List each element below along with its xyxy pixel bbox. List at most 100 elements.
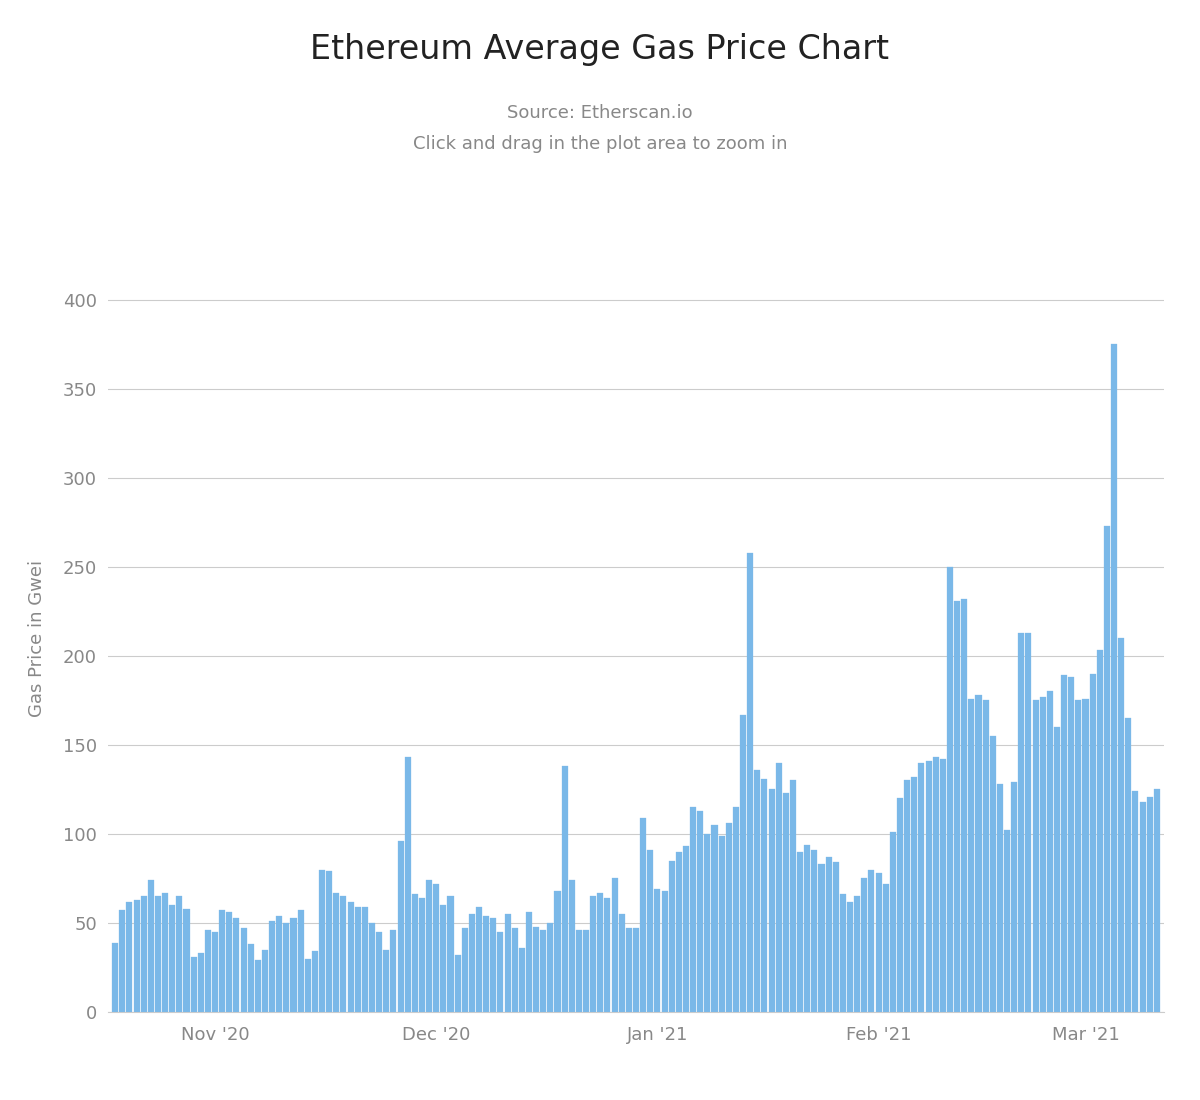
Bar — [690, 807, 696, 1012]
Bar — [227, 912, 233, 1012]
Bar — [840, 894, 846, 1012]
Bar — [755, 770, 761, 1012]
Bar — [1082, 698, 1088, 1012]
Bar — [1019, 632, 1025, 1012]
Bar — [598, 893, 604, 1012]
Bar — [1147, 796, 1153, 1012]
Bar — [876, 873, 882, 1012]
Bar — [968, 698, 974, 1012]
Bar — [632, 928, 640, 1012]
Bar — [762, 779, 768, 1012]
Bar — [511, 928, 517, 1012]
Bar — [518, 948, 524, 1012]
Bar — [1075, 701, 1081, 1012]
Bar — [283, 923, 289, 1012]
Bar — [1061, 675, 1067, 1012]
Bar — [126, 902, 132, 1012]
Bar — [176, 896, 182, 1012]
Bar — [269, 921, 275, 1012]
Y-axis label: Gas Price in Gwei: Gas Price in Gwei — [28, 560, 46, 716]
Bar — [940, 759, 946, 1012]
Bar — [1090, 673, 1096, 1012]
Bar — [932, 757, 938, 1012]
Bar — [554, 891, 560, 1012]
Bar — [911, 777, 917, 1012]
Bar — [1004, 830, 1010, 1012]
Bar — [1133, 791, 1139, 1012]
Bar — [654, 889, 660, 1012]
Bar — [612, 879, 618, 1012]
Text: Source: Etherscan.io: Source: Etherscan.io — [508, 104, 692, 122]
Bar — [640, 818, 646, 1012]
Bar — [1104, 526, 1110, 1012]
Bar — [1046, 692, 1052, 1012]
Bar — [276, 916, 282, 1012]
Bar — [990, 736, 996, 1012]
Bar — [818, 865, 824, 1012]
Bar — [790, 781, 796, 1012]
Bar — [326, 871, 332, 1012]
Bar — [918, 762, 924, 1012]
Bar — [341, 896, 347, 1012]
Bar — [148, 880, 154, 1012]
Text: Ethereum Average Gas Price Chart: Ethereum Average Gas Price Chart — [311, 33, 889, 66]
Bar — [775, 762, 781, 1012]
Bar — [348, 902, 354, 1012]
Bar — [804, 845, 810, 1012]
Bar — [404, 757, 410, 1012]
Bar — [169, 905, 175, 1012]
Bar — [583, 931, 589, 1012]
Bar — [412, 894, 418, 1012]
Bar — [782, 793, 788, 1012]
Bar — [1032, 701, 1038, 1012]
Bar — [205, 931, 211, 1012]
Bar — [1111, 344, 1117, 1012]
Bar — [647, 850, 653, 1012]
Bar — [590, 896, 596, 1012]
Bar — [426, 880, 432, 1012]
Bar — [220, 911, 226, 1012]
Bar — [484, 916, 490, 1012]
Bar — [826, 857, 832, 1012]
Bar — [862, 879, 868, 1012]
Bar — [954, 601, 960, 1012]
Bar — [1118, 638, 1124, 1012]
Bar — [1097, 650, 1103, 1012]
Bar — [498, 932, 504, 1012]
Bar — [683, 846, 689, 1012]
Bar — [290, 917, 296, 1012]
Bar — [668, 860, 674, 1012]
Bar — [833, 862, 839, 1012]
Bar — [455, 955, 461, 1012]
Bar — [362, 906, 368, 1012]
Bar — [397, 842, 403, 1012]
Bar — [661, 891, 667, 1012]
Bar — [462, 928, 468, 1012]
Bar — [626, 928, 632, 1012]
Bar — [961, 598, 967, 1012]
Bar — [562, 767, 568, 1012]
Bar — [704, 834, 710, 1012]
Bar — [533, 926, 539, 1012]
Bar — [526, 912, 532, 1012]
Bar — [383, 949, 389, 1012]
Bar — [976, 695, 982, 1012]
Bar — [904, 781, 910, 1012]
Bar — [811, 850, 817, 1012]
Bar — [890, 832, 896, 1012]
Bar — [476, 906, 482, 1012]
Bar — [419, 898, 425, 1012]
Bar — [184, 909, 190, 1012]
Bar — [697, 811, 703, 1012]
Bar — [847, 902, 853, 1012]
Bar — [540, 931, 546, 1012]
Bar — [983, 701, 989, 1012]
Bar — [1054, 727, 1060, 1012]
Bar — [676, 851, 682, 1012]
Bar — [740, 715, 746, 1012]
Bar — [748, 552, 754, 1012]
Bar — [198, 954, 204, 1012]
Bar — [1126, 718, 1132, 1012]
Bar — [312, 952, 318, 1012]
Bar — [319, 869, 325, 1012]
